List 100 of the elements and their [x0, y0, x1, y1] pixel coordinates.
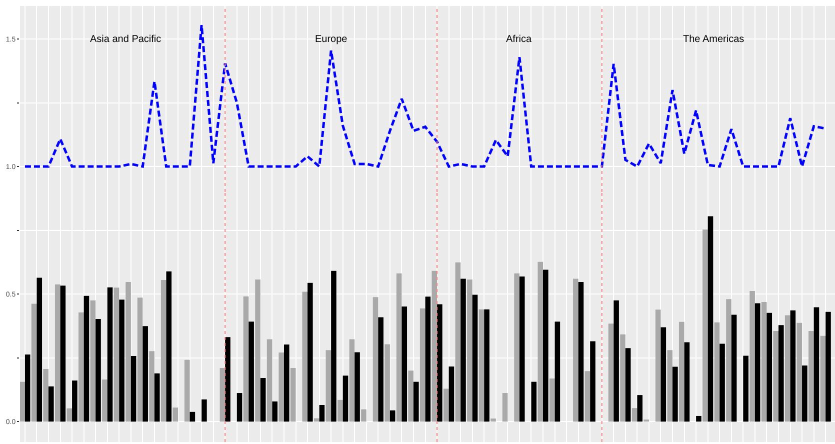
bar	[225, 337, 230, 422]
bar	[266, 339, 272, 422]
bar	[590, 341, 596, 422]
bar	[396, 273, 402, 422]
bar	[255, 280, 260, 422]
bar	[126, 282, 131, 422]
bar	[773, 331, 778, 422]
bar	[696, 416, 702, 422]
bar	[678, 322, 684, 422]
bar	[614, 300, 619, 422]
bar	[314, 418, 320, 422]
bar	[467, 280, 472, 422]
bar	[660, 327, 666, 422]
bar	[437, 304, 442, 422]
bar	[820, 336, 826, 422]
bar	[338, 400, 343, 422]
bar	[160, 280, 166, 422]
bar	[319, 405, 325, 422]
bar	[420, 308, 426, 422]
bar	[573, 278, 578, 422]
bar	[578, 282, 584, 422]
bar	[796, 322, 802, 422]
bar	[632, 408, 638, 422]
bar	[84, 296, 90, 422]
bar	[444, 388, 449, 422]
bar	[43, 369, 48, 422]
bar	[331, 270, 336, 422]
bar	[543, 270, 548, 422]
bar	[102, 380, 108, 422]
bar	[342, 376, 348, 422]
bar	[608, 324, 614, 422]
bar	[248, 322, 254, 422]
bar	[743, 356, 748, 422]
bar	[761, 302, 767, 422]
bar	[390, 410, 396, 422]
bar	[290, 368, 296, 422]
bar	[814, 307, 820, 422]
bar	[349, 339, 355, 422]
bar	[484, 309, 490, 422]
bar	[260, 378, 266, 422]
bar	[637, 395, 642, 422]
bar	[361, 409, 366, 422]
bar	[538, 262, 543, 422]
bar	[667, 350, 673, 422]
bar	[478, 309, 484, 422]
bar	[472, 294, 478, 422]
bar	[655, 310, 661, 422]
bar	[519, 276, 525, 422]
bar	[672, 366, 678, 422]
bar	[142, 326, 148, 422]
bar	[378, 317, 384, 422]
bar	[243, 296, 249, 422]
bar	[54, 284, 60, 422]
bar	[460, 278, 466, 422]
bar	[107, 287, 113, 422]
bar	[372, 297, 378, 422]
annotation: Asia and Pacific	[90, 34, 162, 45]
bar	[531, 382, 537, 422]
bar	[302, 292, 308, 422]
bar	[754, 303, 760, 422]
annotation: Africa	[506, 34, 532, 45]
bar	[130, 356, 136, 422]
bar	[726, 299, 732, 422]
bar	[826, 312, 831, 422]
bar	[149, 351, 154, 422]
bar	[137, 298, 143, 422]
bar	[766, 312, 772, 422]
bar	[166, 271, 172, 422]
bar	[448, 366, 454, 422]
bar	[220, 368, 226, 422]
bar	[490, 418, 496, 422]
bar	[802, 365, 808, 422]
bar	[154, 373, 160, 422]
bar	[625, 348, 631, 422]
bar	[413, 382, 419, 422]
bar	[24, 354, 30, 422]
bar	[272, 401, 278, 422]
bar	[119, 300, 124, 422]
bar	[502, 393, 508, 422]
bar	[684, 342, 690, 422]
bar	[554, 322, 560, 422]
bar	[750, 290, 755, 422]
bar	[90, 300, 96, 422]
bar	[514, 273, 520, 422]
bar	[790, 310, 796, 422]
bar	[78, 312, 84, 422]
bar	[778, 325, 784, 422]
bar	[720, 344, 725, 422]
bar	[36, 278, 42, 422]
bar	[714, 322, 720, 422]
bar	[402, 306, 408, 422]
bar	[549, 378, 555, 422]
bar	[114, 288, 120, 422]
bar	[784, 315, 790, 422]
bar	[731, 314, 737, 422]
bar	[66, 408, 72, 422]
bar	[455, 262, 461, 422]
bar	[96, 319, 101, 422]
bar	[190, 412, 196, 422]
bar	[236, 393, 242, 422]
